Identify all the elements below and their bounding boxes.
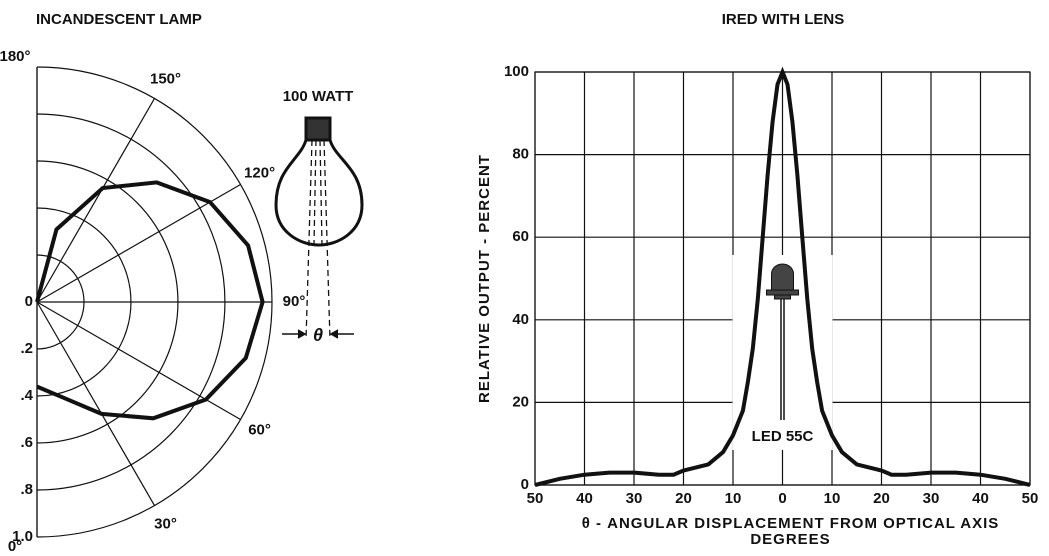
x-tick-label: 50 [1022,490,1039,507]
grid-spoke [36,98,156,303]
theta-tick-label: 120° [244,164,275,181]
y-tick-label: 100 [504,63,529,80]
x-tick-label: 50 [527,490,544,507]
theta-tick-label: 0° [8,538,22,555]
x-tick-label: 10 [725,490,742,507]
y-tick-label: 60 [512,228,529,245]
annotation: LED 55C [752,428,814,445]
r-tick-label: 1.0 [12,528,33,545]
y-tick-label: 40 [512,311,529,328]
chart-title: IRED WITH LENS [722,11,845,28]
y-axis-label: RELATIVE OUTPUT - PERCENT [476,154,493,403]
r-tick-label: 0 [25,293,33,310]
grid-spoke [36,301,241,421]
x-tick-label: 30 [626,490,643,507]
led-icon [766,263,799,300]
x-tick-label: 30 [923,490,940,507]
x-tick-label: 20 [675,490,692,507]
y-tick-label: 0 [521,476,529,493]
r-tick-label: .8 [20,481,33,498]
x-tick-label: 0 [778,490,786,507]
x-tick-label: 10 [824,490,841,507]
annotation: θ [313,325,323,345]
theta-tick-label: 30° [154,516,177,533]
theta-tick-label: 60° [248,421,271,438]
theta-tick-label: 150° [150,70,181,87]
theta-tick-label: 180° [0,48,31,65]
x-axis-label: DEGREES [750,531,830,548]
x-tick-label: 40 [972,490,989,507]
grid-spoke [36,301,156,506]
r-tick-label: .4 [20,387,33,404]
polar-curve [35,180,265,421]
line-series [534,66,1031,487]
r-tick-label: .6 [20,434,33,451]
y-tick-label: 80 [512,146,529,163]
theta-tick-label: 90° [283,293,306,310]
chart-title: INCANDESCENT LAMP [36,11,202,28]
r-tick-label: .2 [20,340,33,357]
bulb-icon [274,116,364,341]
x-axis-label: θ - ANGULAR DISPLACEMENT FROM OPTICAL AX… [582,515,1000,532]
x-tick-label: 40 [576,490,593,507]
y-tick-label: 20 [512,393,529,410]
grid-spoke [36,183,241,303]
annotation: 100 WATT [283,88,354,105]
x-tick-label: 20 [873,490,890,507]
